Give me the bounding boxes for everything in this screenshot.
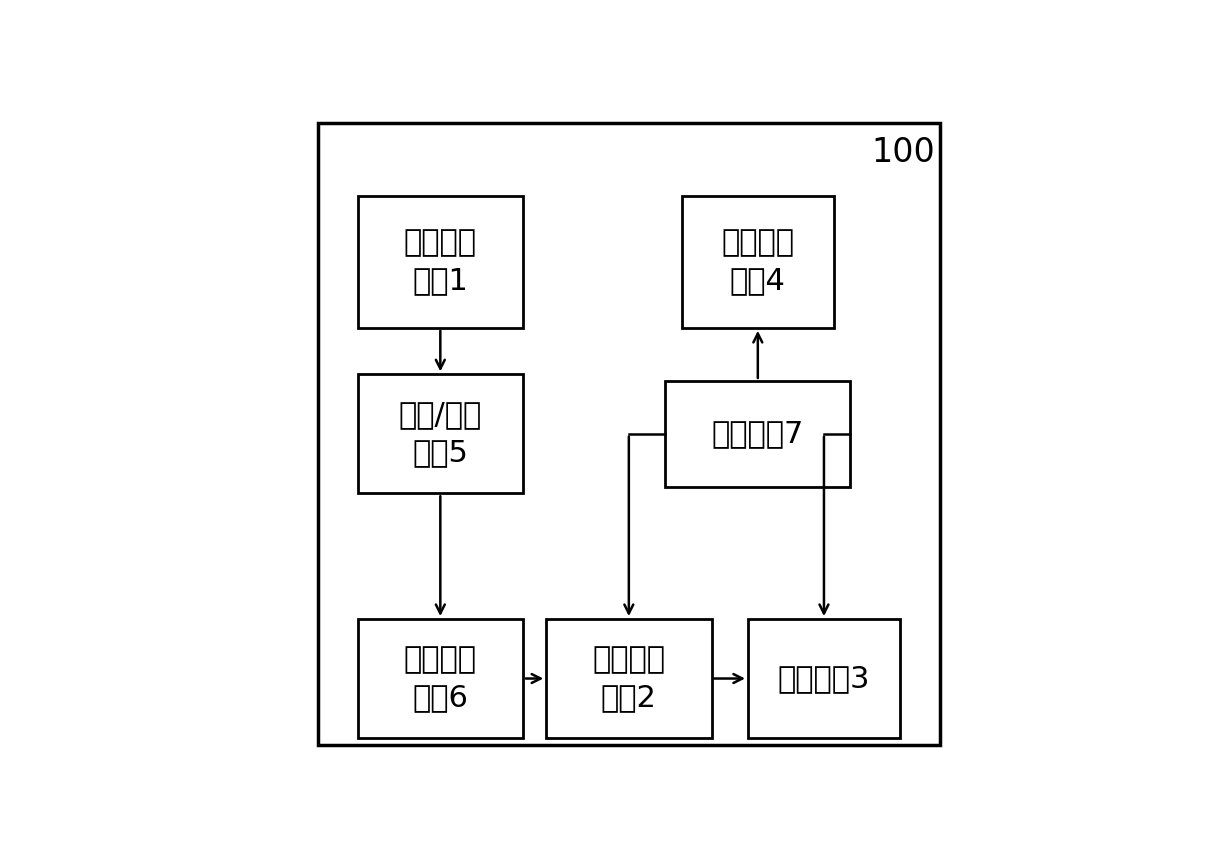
Bar	[748, 619, 901, 738]
Bar	[357, 619, 523, 738]
Text: 中央处理
单元2: 中央处理 单元2	[593, 645, 665, 712]
Bar	[665, 381, 850, 487]
Text: 通讯模块3: 通讯模块3	[778, 664, 870, 693]
Bar	[357, 196, 523, 328]
Bar	[546, 619, 712, 738]
Bar	[357, 375, 523, 493]
Text: 运动感知
单元1: 运动感知 单元1	[404, 228, 477, 295]
Text: 输入/输出
单元5: 输入/输出 单元5	[399, 400, 482, 467]
Bar	[682, 196, 834, 328]
Text: 供电模块7: 供电模块7	[712, 419, 804, 448]
Text: 激光定位
模块4: 激光定位 模块4	[721, 228, 794, 295]
Text: 数据存储
单元6: 数据存储 单元6	[404, 645, 477, 712]
Text: 100: 100	[871, 137, 935, 169]
